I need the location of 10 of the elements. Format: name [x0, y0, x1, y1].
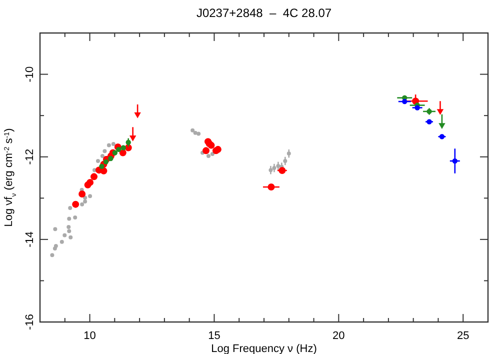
x-tick-label: 25	[456, 330, 470, 342]
x-tick-label: 15	[208, 330, 220, 342]
x-tick-label: 20	[332, 330, 345, 342]
x-tick-label: 10	[84, 330, 96, 342]
y-tick-label: -14	[24, 231, 36, 248]
chart-title: J0237+2848 – 4C 28.07	[196, 6, 332, 20]
y-tick-label: -10	[24, 66, 36, 82]
x-axis-title: Log Frequency ν (Hz)	[211, 343, 317, 354]
y-tick-label: -12	[24, 148, 36, 165]
y-tick-label: -16	[24, 314, 36, 330]
